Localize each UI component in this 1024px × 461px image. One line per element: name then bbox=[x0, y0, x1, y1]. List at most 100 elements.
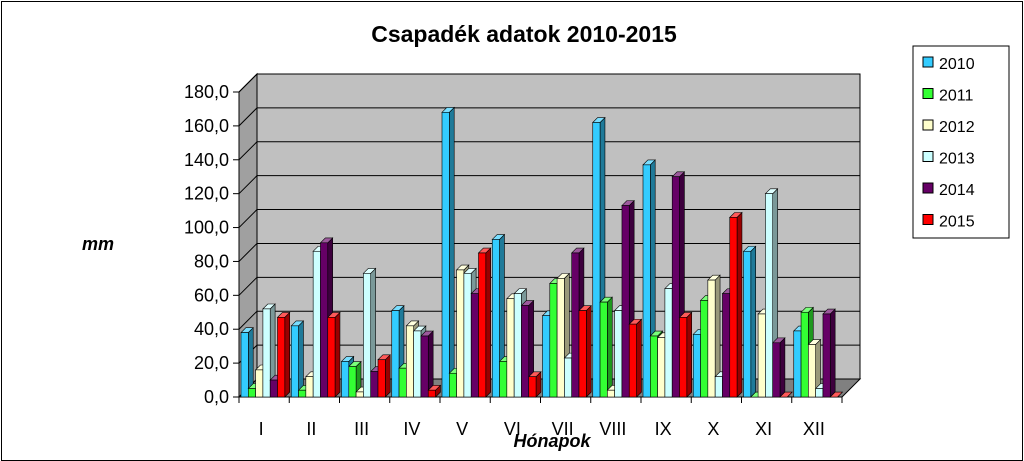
y-tick-label: 0,0 bbox=[204, 387, 229, 407]
bar-front bbox=[692, 334, 701, 398]
legend-label-2010: 2010 bbox=[939, 56, 975, 73]
bar-side bbox=[750, 245, 757, 398]
bar-front bbox=[549, 283, 558, 398]
bar bbox=[528, 371, 542, 398]
bar-front bbox=[463, 273, 472, 398]
bar-front bbox=[290, 325, 299, 398]
x-tick-label: XII bbox=[803, 419, 825, 439]
bar bbox=[420, 330, 434, 398]
bar-front bbox=[808, 344, 816, 398]
bar-side bbox=[384, 354, 391, 398]
bar-front bbox=[757, 313, 766, 398]
x-tick-label: VIII bbox=[599, 419, 626, 439]
bar-front bbox=[298, 389, 307, 398]
bar-front bbox=[815, 388, 824, 398]
bar-front bbox=[707, 279, 716, 398]
bar-front bbox=[800, 311, 809, 398]
y-tick-label: 60,0 bbox=[194, 285, 229, 305]
bar bbox=[441, 106, 455, 398]
bar-side bbox=[607, 296, 613, 398]
bar-front bbox=[248, 388, 256, 398]
y-axis-title: mm bbox=[82, 234, 114, 254]
y-tick-label: 40,0 bbox=[194, 319, 229, 339]
y-tick-label: 120,0 bbox=[184, 184, 229, 204]
bar-front bbox=[441, 112, 450, 398]
bar-top bbox=[779, 391, 793, 398]
bar-front bbox=[370, 371, 379, 398]
bar-front bbox=[578, 310, 587, 398]
y-tick-label: 80,0 bbox=[194, 251, 229, 271]
bar-front bbox=[765, 193, 774, 398]
gridline bbox=[238, 209, 860, 228]
bar-side bbox=[779, 337, 786, 398]
bar-side bbox=[284, 311, 291, 398]
legend-label-2015: 2015 bbox=[939, 214, 975, 231]
legend-label-2011: 2011 bbox=[939, 88, 974, 105]
bar-side bbox=[736, 211, 743, 398]
bar bbox=[822, 308, 836, 398]
y-tick-label: 180,0 bbox=[184, 82, 229, 102]
legend-swatch-2010 bbox=[922, 56, 934, 68]
y-tick-label: 20,0 bbox=[194, 353, 229, 373]
bar-front bbox=[355, 391, 364, 398]
bar-front bbox=[521, 305, 530, 398]
gridline bbox=[238, 242, 860, 262]
x-tick-label: II bbox=[306, 419, 316, 439]
bar-front bbox=[607, 389, 615, 398]
bar bbox=[628, 318, 643, 398]
bar-front bbox=[240, 332, 249, 398]
legend-swatch-2015 bbox=[922, 214, 934, 225]
x-tick-label: III bbox=[354, 419, 369, 439]
x-tick-label: XI bbox=[755, 419, 772, 439]
bar-front bbox=[664, 288, 673, 398]
bar bbox=[779, 391, 793, 398]
bar-front bbox=[528, 376, 537, 398]
bar-front bbox=[491, 239, 500, 398]
bar-front bbox=[729, 217, 738, 398]
bars bbox=[240, 106, 844, 398]
bar-front bbox=[793, 330, 802, 398]
bar-front bbox=[714, 376, 723, 398]
bar-front bbox=[312, 250, 321, 398]
bar bbox=[829, 391, 844, 398]
gridline bbox=[238, 107, 860, 127]
x-tick-label: X bbox=[707, 419, 719, 439]
bar-top bbox=[829, 391, 844, 398]
legend: 2010 2011 2012 2013 2014 2015 bbox=[912, 45, 1010, 239]
bar-front bbox=[772, 342, 781, 398]
x-tick-label: VI bbox=[504, 419, 521, 439]
gridline bbox=[238, 175, 860, 195]
chart-title: Csapadék adatok 2010-2015 bbox=[371, 21, 677, 47]
bar-front bbox=[398, 367, 407, 398]
legend-label-2014: 2014 bbox=[939, 182, 975, 199]
bar-front bbox=[470, 293, 479, 398]
bar-front bbox=[614, 310, 623, 398]
bar-front bbox=[743, 250, 752, 398]
bar bbox=[707, 274, 721, 398]
bar bbox=[771, 337, 786, 398]
bar-front bbox=[542, 315, 551, 398]
bar-front bbox=[499, 361, 508, 398]
gridline bbox=[238, 141, 860, 161]
bar-front bbox=[348, 366, 357, 398]
gridline bbox=[238, 310, 860, 330]
bar bbox=[290, 320, 305, 398]
bar-front bbox=[341, 361, 350, 398]
legend-swatch-2013 bbox=[922, 151, 934, 162]
bar-side bbox=[636, 318, 642, 398]
bar-front bbox=[556, 278, 565, 398]
bar-front bbox=[592, 122, 601, 398]
bar-side bbox=[334, 311, 341, 398]
bar-front bbox=[456, 269, 465, 398]
bar-front bbox=[305, 376, 314, 398]
bar-front bbox=[722, 293, 731, 398]
bar-front bbox=[420, 335, 429, 398]
bar-front bbox=[621, 205, 630, 398]
bar-front bbox=[679, 317, 688, 398]
legend-swatch-2012 bbox=[922, 119, 934, 131]
bar bbox=[377, 354, 391, 398]
legend-label-2013: 2013 bbox=[939, 151, 975, 168]
bar-side bbox=[448, 106, 455, 398]
